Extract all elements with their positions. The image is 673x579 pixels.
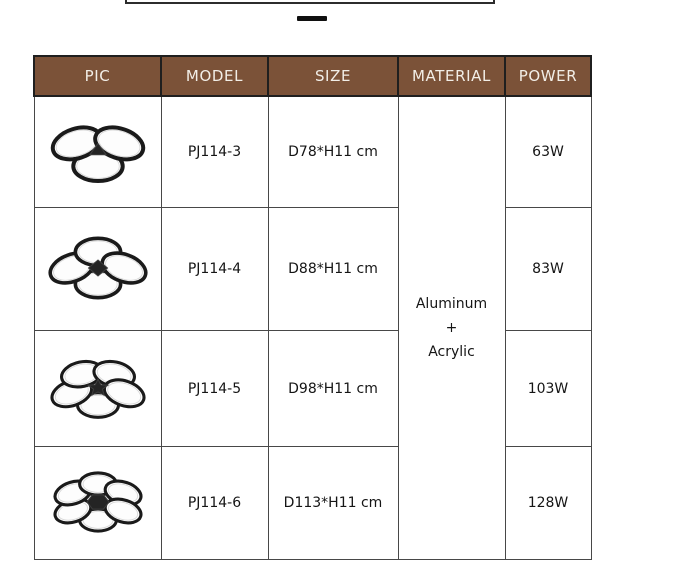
cropped-image-frame [125, 0, 495, 4]
power-cell: 63W [504, 95, 592, 208]
table-row: PJ114-4 D88*H11 cm 83W [33, 207, 592, 331]
power-cell: 103W [504, 330, 592, 447]
pic-cell [33, 446, 162, 560]
size-cell: D113*H11 cm [267, 446, 399, 560]
power-cell: 83W [504, 207, 592, 331]
spec-table: PIC MODEL SIZE MATERIAL POWER PJ114-3 D7… [33, 55, 592, 560]
table-row: PJ114-3 D78*H11 cm Aluminum + Acrylic 63… [33, 95, 592, 560]
power-cell: 128W [504, 446, 592, 560]
model-cell: PJ114-6 [160, 446, 269, 560]
column-header-model: MODEL [160, 55, 269, 97]
material-line: + [445, 320, 458, 336]
product-image [47, 236, 148, 300]
model-cell: PJ114-5 [160, 330, 269, 447]
product-image [49, 359, 146, 419]
material-cell: Aluminum + Acrylic [397, 95, 506, 560]
column-header-pic: PIC [33, 55, 162, 97]
divider-dash [297, 16, 327, 21]
model-cell: PJ114-3 [160, 95, 269, 208]
header-row: PIC MODEL SIZE MATERIAL POWER [33, 55, 592, 97]
product-image [52, 471, 143, 533]
column-header-material: MATERIAL [397, 55, 506, 97]
table-row: PJ114-5 D98*H11 cm 103W [33, 330, 592, 447]
pic-cell [33, 95, 162, 208]
model-cell: PJ114-4 [160, 207, 269, 331]
pic-cell [33, 330, 162, 447]
size-cell: D78*H11 cm [267, 95, 399, 208]
column-header-size: SIZE [267, 55, 399, 97]
table-row: PJ114-6 D113*H11 cm 128W [33, 446, 592, 560]
pic-cell [33, 207, 162, 331]
product-image [50, 125, 145, 184]
size-cell: D98*H11 cm [267, 330, 399, 447]
material-line: Aluminum [415, 296, 488, 312]
material-line: Acrylic [428, 344, 475, 360]
size-cell: D88*H11 cm [267, 207, 399, 331]
column-header-power: POWER [504, 55, 592, 97]
